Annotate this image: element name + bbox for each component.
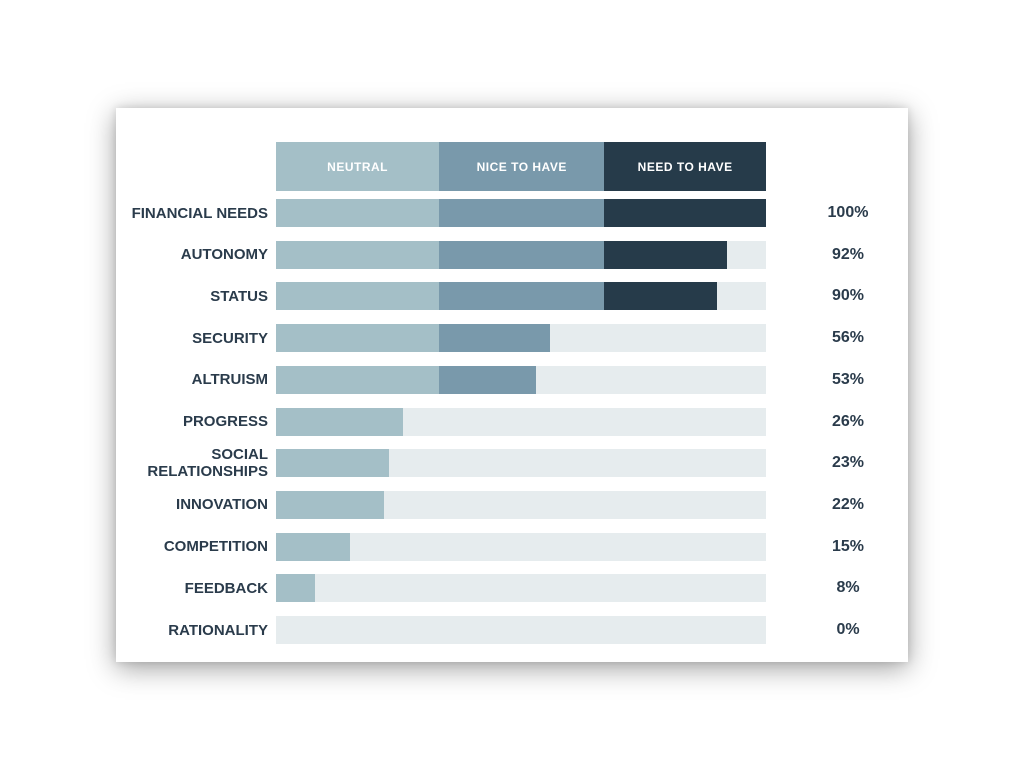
value-label: 56%: [831, 329, 865, 347]
category-label: INNOVATION: [176, 496, 268, 514]
chart-card: NEUTRAL NICE TO HAVE NEED TO HAVE FINANC…: [116, 108, 908, 662]
bar-row-progress: PROGRESS 26%: [116, 407, 908, 436]
bar-track: [276, 240, 766, 269]
bar-track: [276, 532, 766, 561]
bar-segment-neutral: [276, 282, 440, 311]
bar-segment-neutral: [276, 449, 389, 478]
bar-segment-need-to-have: [604, 240, 727, 269]
bar-segment-nice-to-have: [439, 199, 605, 227]
value-label: 15%: [831, 537, 865, 555]
bar-segment-neutral: [276, 365, 440, 394]
value-label: 0%: [836, 621, 860, 638]
bar-track: [276, 199, 766, 227]
bar-segment-neutral: [276, 199, 440, 227]
bar-row-competition: COMPETITION 15%: [116, 532, 908, 561]
bar-segment-neutral: [276, 240, 440, 269]
bar-track: [276, 449, 766, 478]
bar-row-security: SECURITY 56%: [116, 324, 908, 353]
legend-nice-to-have: NICE TO HAVE: [439, 142, 605, 191]
value-label: 53%: [831, 370, 865, 388]
bar-row-status: STATUS 90%: [116, 282, 908, 311]
bar-segment-nice-to-have: [439, 282, 605, 311]
bar-segment-nice-to-have: [439, 324, 551, 353]
value-label: 100%: [827, 204, 869, 221]
category-label: STATUS: [210, 287, 268, 305]
bar-segment-need-to-have: [604, 199, 766, 227]
bar-row-rationality: RATIONALITY 0%: [116, 616, 908, 644]
bar-track: [276, 616, 766, 644]
bar-segment-nice-to-have: [439, 365, 536, 394]
category-label: FINANCIAL NEEDS: [131, 204, 268, 222]
value-label: 23%: [831, 454, 865, 472]
value-label: 22%: [831, 495, 865, 513]
legend-neutral: NEUTRAL: [276, 142, 440, 191]
category-label: ALTRUISM: [191, 371, 268, 389]
bar-row-social-relationships: SOCIAL RELATIONSHIPS 23%: [116, 446, 908, 481]
bar-row-autonomy: AUTONOMY 92%: [116, 240, 908, 269]
bar-segment-neutral: [276, 407, 404, 436]
category-label: PROGRESS: [182, 413, 268, 430]
value-label: 90%: [831, 287, 865, 305]
bar-segment-need-to-have: [604, 282, 717, 311]
bar-track: [276, 407, 766, 436]
value-label: 92%: [831, 245, 865, 263]
bar-segment-neutral: [276, 574, 316, 603]
category-label: SECURITY: [192, 329, 268, 347]
bar-segment-neutral: [276, 324, 440, 353]
bar-segment-neutral: [276, 532, 350, 561]
legend-need-to-have: NEED TO HAVE: [604, 142, 766, 191]
category-label: AUTONOMY: [180, 246, 268, 264]
category-label: SOCIAL RELATIONSHIPS: [147, 446, 268, 481]
bar-row-altruism: ALTRUISM 53%: [116, 365, 908, 394]
bar-segment-nice-to-have: [439, 240, 605, 269]
bar-segment-neutral: [276, 490, 384, 519]
bar-track: [276, 490, 766, 519]
bar-track: [276, 574, 766, 603]
value-label: 26%: [831, 412, 865, 430]
category-label: FEEDBACK: [184, 579, 268, 597]
bar-track: [276, 324, 766, 353]
bar-row-innovation: INNOVATION 22%: [116, 490, 908, 519]
category-label: COMPETITION: [163, 538, 268, 556]
bar-row-feedback: FEEDBACK 8%: [116, 574, 908, 603]
chart-legend-header: NEUTRAL NICE TO HAVE NEED TO HAVE: [276, 142, 766, 191]
bar-row-financial-needs: FINANCIAL NEEDS 100%: [116, 199, 908, 227]
value-label: 8%: [836, 579, 860, 597]
bar-track: [276, 282, 766, 311]
category-label: RATIONALITY: [168, 621, 268, 639]
bar-track: [276, 365, 766, 394]
